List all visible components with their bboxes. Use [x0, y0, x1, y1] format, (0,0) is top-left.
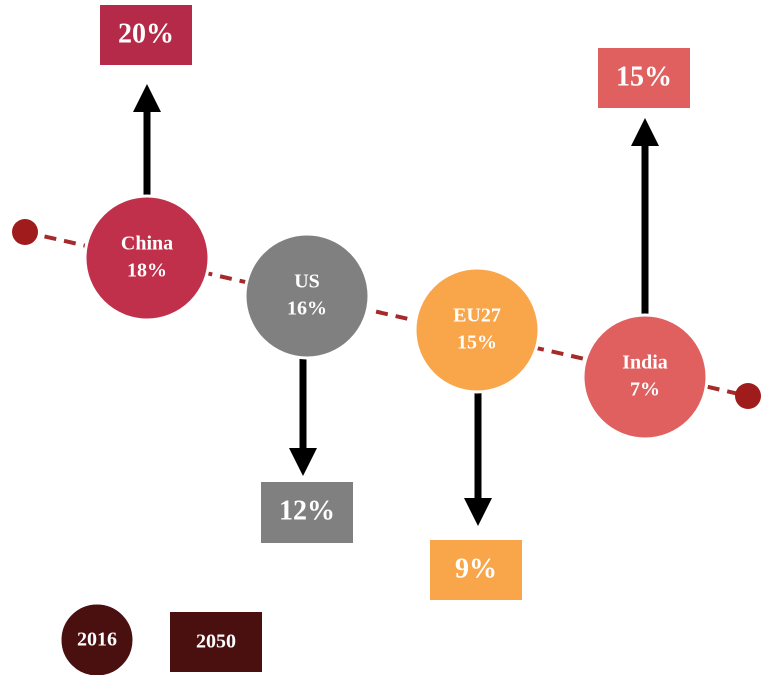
node-label: US: [294, 271, 320, 293]
node-label: China: [121, 233, 173, 255]
box: [598, 48, 690, 108]
legend-label: 2050: [196, 631, 236, 653]
box: [430, 540, 522, 600]
node-share: 16%: [287, 298, 327, 320]
node-circle: [413, 266, 541, 394]
box-share: 12%: [279, 495, 335, 526]
node-label: India: [622, 352, 668, 374]
node-label: EU27: [453, 305, 501, 327]
node-circle: [581, 313, 709, 441]
legend-label: 2016: [77, 629, 117, 651]
node-share: 18%: [127, 260, 167, 282]
node-circle: [83, 194, 211, 322]
end-dot: [12, 219, 38, 245]
box: [261, 482, 353, 543]
legend-box: [170, 612, 262, 672]
box: [100, 5, 192, 65]
node-circle: [243, 232, 371, 360]
box-share: 15%: [616, 61, 672, 92]
node-share: 7%: [630, 379, 660, 401]
end-dot: [735, 383, 761, 409]
legend-circle: [58, 601, 136, 675]
node-share: 15%: [457, 332, 497, 354]
box-share: 9%: [455, 553, 497, 584]
box-share: 20%: [118, 18, 174, 49]
